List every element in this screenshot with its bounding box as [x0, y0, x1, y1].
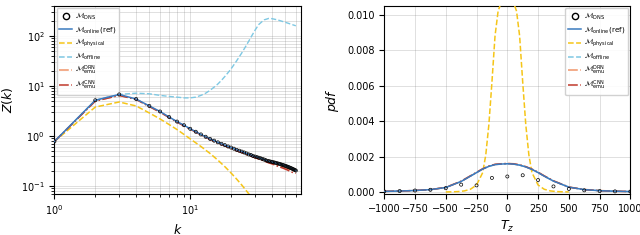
Point [548, 184, 559, 188]
Point [185, 127, 195, 131]
Point [246, 153, 256, 157]
Point [244, 153, 254, 156]
Point [273, 161, 283, 165]
Point [279, 164, 289, 167]
Point [287, 167, 297, 170]
Point [278, 163, 288, 167]
Y-axis label: $Z(k)$: $Z(k)$ [0, 86, 15, 113]
Point [274, 162, 284, 166]
Point [564, 187, 574, 191]
Legend: $\mathcal{M}_{\mathrm{DNS}}$, $\mathcal{M}_{\mathrm{online}}\mathrm{(ref)}$, $\m: $\mathcal{M}_{\mathrm{DNS}}$, $\mathcal{… [565, 8, 628, 95]
Point [271, 161, 282, 165]
Point [441, 186, 451, 190]
Point [252, 155, 262, 159]
Point [288, 167, 298, 171]
Point [456, 183, 467, 187]
Point [610, 189, 620, 193]
Point [234, 149, 244, 153]
Point [216, 142, 227, 146]
Point [255, 157, 266, 160]
Point [284, 165, 294, 169]
Point [248, 154, 258, 158]
Point [131, 97, 141, 101]
Point [155, 110, 165, 113]
Point [164, 115, 174, 119]
Point [502, 175, 513, 178]
Point [237, 150, 247, 153]
Point [276, 163, 287, 166]
Point [205, 137, 215, 141]
Point [196, 133, 206, 136]
Point [285, 166, 296, 170]
Point [212, 141, 223, 144]
Point [264, 159, 274, 163]
Y-axis label: $pdf$: $pdf$ [324, 88, 341, 112]
Point [579, 188, 589, 192]
Point [223, 145, 233, 148]
Point [533, 178, 543, 182]
Point [595, 189, 605, 193]
Point [268, 160, 278, 164]
Point [426, 188, 436, 192]
Point [282, 165, 292, 168]
Point [250, 155, 260, 158]
Point [257, 157, 268, 161]
Legend: $\mathcal{M}_{\mathrm{DNS}}$, $\mathcal{M}_{\mathrm{online}}\mathrm{(ref)}$, $\m: $\mathcal{M}_{\mathrm{DNS}}$, $\mathcal{… [56, 8, 120, 95]
Point [232, 148, 242, 152]
Point [267, 160, 277, 164]
Point [241, 152, 252, 155]
Point [518, 173, 528, 177]
Point [209, 139, 220, 143]
Point [172, 120, 182, 123]
Point [285, 166, 295, 169]
Point [220, 143, 230, 147]
Point [253, 156, 264, 160]
Point [625, 190, 636, 193]
Point [410, 189, 420, 192]
X-axis label: $T_z$: $T_z$ [500, 219, 515, 234]
X-axis label: $k$: $k$ [173, 223, 182, 235]
Point [90, 98, 100, 102]
Point [259, 158, 269, 161]
Point [260, 158, 271, 162]
Point [200, 135, 211, 139]
Point [394, 189, 404, 193]
Point [179, 123, 189, 127]
Point [472, 184, 482, 187]
Point [290, 168, 300, 172]
Point [280, 164, 290, 168]
Point [229, 147, 239, 151]
Point [487, 176, 497, 180]
Point [266, 160, 276, 163]
Point [262, 159, 273, 163]
Point [289, 168, 299, 171]
Point [191, 130, 201, 134]
Point [269, 161, 280, 164]
Point [379, 189, 389, 193]
Point [239, 151, 250, 154]
Point [291, 169, 301, 172]
Point [275, 162, 285, 166]
Point [114, 93, 124, 96]
Point [49, 140, 60, 143]
Point [144, 104, 154, 108]
Point [226, 146, 236, 149]
Point [281, 164, 291, 168]
